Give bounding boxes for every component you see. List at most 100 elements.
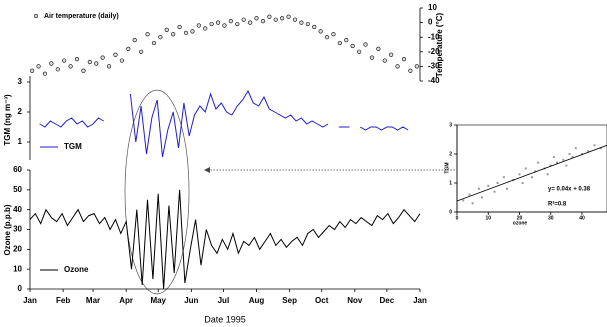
y-tick-label: 10 (428, 3, 437, 12)
y-tick-label: 0 (18, 284, 23, 293)
point (267, 14, 272, 19)
y-tick-label: 0 (428, 18, 433, 27)
annotation: R²=0.8 (548, 201, 567, 208)
point (145, 32, 150, 37)
point (376, 46, 381, 51)
point (344, 38, 349, 43)
point (401, 56, 407, 62)
point (568, 153, 571, 155)
point (496, 182, 499, 184)
y-tick-label: 10 (13, 264, 22, 273)
point (158, 35, 163, 40)
y-tick-label: 50 (13, 185, 22, 194)
point (30, 68, 35, 73)
point (556, 161, 558, 164)
highlight-ellipse (124, 89, 190, 295)
x-tick-label: 10 (485, 215, 491, 221)
arrow-head (204, 167, 210, 173)
point (462, 199, 465, 202)
point (305, 21, 310, 27)
x-tick-label: 0 (456, 215, 459, 221)
point (468, 193, 471, 196)
series-line (29, 189, 421, 290)
point (487, 184, 490, 187)
x-tick-label: 40 (579, 215, 585, 221)
y-tick-label: 1 (18, 137, 23, 146)
point (292, 17, 298, 22)
point (171, 32, 176, 37)
x-tick-label: Sep (282, 296, 297, 305)
legend-label: Ozone (64, 265, 89, 274)
point (151, 40, 157, 46)
point (599, 147, 602, 150)
y-axis-title: TGM (444, 162, 450, 173)
point (55, 67, 60, 72)
point (502, 176, 505, 179)
y-tick-label: 0 (449, 209, 452, 215)
y-axis-title: TGM (ng m⁻³) (3, 94, 12, 146)
point (215, 20, 221, 25)
point (414, 64, 419, 69)
point (183, 30, 189, 35)
y-tick-label: 2 (449, 151, 452, 157)
y-tick-label: 1 (449, 180, 452, 186)
x-tick-label: 20 (517, 215, 523, 221)
point (235, 21, 240, 27)
plot-frame (456, 124, 607, 213)
point (571, 155, 574, 158)
y-tick-label: -40 (428, 76, 440, 85)
point (209, 21, 214, 27)
point (81, 68, 86, 73)
point (94, 61, 99, 66)
point (534, 170, 537, 173)
x-tick-label: Jun (184, 296, 198, 305)
x-tick-label: Jan (23, 296, 37, 305)
y-tick-label: 20 (13, 244, 22, 253)
y-tick-label: -20 (428, 47, 440, 56)
point (531, 176, 533, 179)
point (228, 19, 233, 24)
point (331, 32, 336, 37)
x-tick-label: Nov (347, 296, 363, 305)
x-tick-label: Apr (119, 296, 133, 305)
point (100, 55, 105, 60)
point (177, 24, 182, 30)
point (299, 20, 304, 25)
legend-label: TGM (64, 142, 82, 151)
x-tick-label: May (150, 296, 166, 305)
x-tick-label: Feb (56, 296, 70, 305)
point (196, 23, 201, 28)
point (318, 29, 323, 34)
y-axis-title: Ozone (p.p.b) (3, 204, 12, 255)
point (471, 202, 474, 205)
point (132, 38, 137, 43)
point (546, 173, 549, 176)
point (248, 20, 253, 25)
point (36, 64, 41, 69)
point (190, 29, 195, 34)
x-tick-label: 30 (548, 215, 554, 221)
x-tick-label: Jul (218, 296, 230, 305)
point (119, 58, 124, 63)
point (49, 61, 54, 66)
point (42, 71, 48, 76)
trendline (456, 144, 607, 202)
y-tick-label: 3 (18, 77, 23, 86)
trendline-label: y= 0.04x + 0.38 (548, 187, 591, 193)
point (87, 59, 92, 65)
point (164, 27, 169, 33)
point (537, 161, 540, 164)
point (587, 150, 590, 153)
point (565, 164, 568, 167)
point (593, 144, 596, 147)
point (337, 40, 342, 46)
legend-label: Air temperature (daily) (44, 13, 119, 20)
point (521, 182, 524, 184)
point (552, 155, 555, 158)
point (273, 17, 278, 22)
y-tick-label: -10 (428, 32, 440, 41)
point (241, 17, 246, 22)
x-axis-title: ozone (513, 220, 528, 226)
point (481, 196, 483, 199)
